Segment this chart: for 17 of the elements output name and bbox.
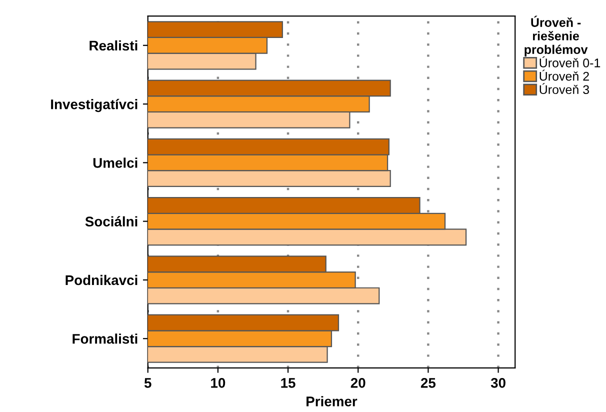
x-tick-label: 25 xyxy=(420,378,436,388)
x-tick-label: 15 xyxy=(281,378,296,388)
y-tick-label: Podnikavci xyxy=(66,274,138,286)
legend-label: Úroveň 2 xyxy=(540,70,589,81)
x-tick-label: 10 xyxy=(211,378,226,388)
legend-label: Úroveň 3 xyxy=(540,83,590,94)
legend-label: Úroveň 0-1 xyxy=(540,56,600,68)
y-tick-label: Sociálni xyxy=(85,216,138,226)
y-tick-label: Umelci xyxy=(93,158,138,168)
y-tick-label: Realisti xyxy=(90,40,138,51)
x-axis-title: Priemer xyxy=(306,396,358,406)
y-tick-label: Investigatívci xyxy=(51,98,138,112)
x-tick-label: 20 xyxy=(350,378,366,388)
x-tick-label: 30 xyxy=(490,378,506,388)
legend-title: Úroveň - riešenie problémov xyxy=(524,16,588,56)
y-tick-label: Formalisti xyxy=(72,334,138,344)
x-tick-label: 5 xyxy=(144,378,152,388)
